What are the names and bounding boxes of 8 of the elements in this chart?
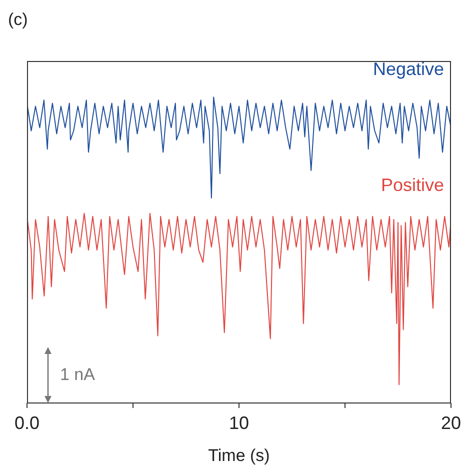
annotation: 1 nA xyxy=(60,365,95,385)
series-label: Positive xyxy=(380,175,444,196)
x-axis-title: Time (s) xyxy=(208,446,270,465)
chart-title: (c) xyxy=(8,10,28,30)
x-tick-label: 0.0 xyxy=(14,412,40,433)
x-tick-label: 10 xyxy=(228,412,250,433)
x-tick-label: 20 xyxy=(440,412,462,433)
series-label: Negative xyxy=(372,59,444,80)
